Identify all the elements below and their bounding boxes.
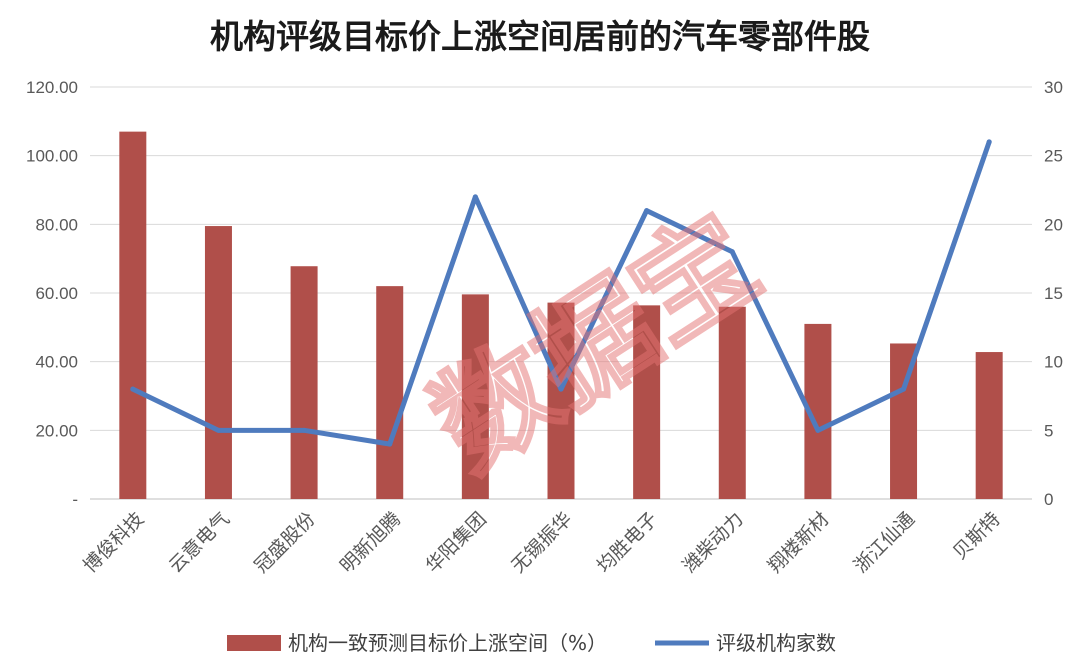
line-point	[901, 386, 907, 392]
line-point	[729, 249, 735, 255]
bar	[633, 305, 661, 499]
right-tick-label: 0	[1044, 490, 1053, 509]
bar	[718, 306, 746, 499]
legend: 机构一致预测目标价上涨空间（%） 评级机构家数	[227, 631, 836, 655]
category-label: 冠盛股份	[250, 508, 319, 577]
bar	[376, 286, 404, 499]
bar	[975, 352, 1003, 499]
right-tick-label: 5	[1044, 421, 1053, 440]
left-tick-label: 120.00	[26, 78, 78, 97]
chart-title: 机构评级目标价上涨空间居前的汽车零部件股	[210, 17, 870, 56]
right-tick-label: 20	[1044, 215, 1063, 234]
category-label: 博俊科技	[79, 508, 148, 577]
category-label: 无锡振华	[507, 508, 576, 577]
left-tick-label: 40.00	[35, 353, 78, 372]
bar	[204, 226, 232, 500]
legend-bar-label: 机构一致预测目标价上涨空间（%）	[288, 631, 607, 655]
line-point	[472, 194, 478, 200]
bar	[119, 131, 147, 499]
right-axis: 0 5 10 15 20 25 30	[1044, 78, 1063, 509]
category-label: 浙江仙通	[850, 508, 919, 577]
category-axis: 博俊科技 云意电气 冠盛股份 明新旭腾 华阳集团 无锡振华 均胜电子 潍柴动力 翔楼新材 浙江仙通…	[79, 508, 1005, 577]
category-label: 贝斯特	[949, 508, 1005, 564]
category-label: 明新旭腾	[336, 508, 405, 577]
right-tick-label: 15	[1044, 284, 1063, 303]
left-tick-label: 100.00	[26, 147, 78, 166]
right-tick-label: 25	[1044, 147, 1063, 166]
line-point	[130, 386, 136, 392]
left-tick-label: 80.00	[35, 215, 78, 234]
line-series	[130, 139, 992, 447]
line-point	[301, 427, 307, 433]
bar	[547, 302, 575, 499]
line-point	[387, 441, 393, 447]
line-point	[558, 386, 564, 392]
bar	[290, 266, 318, 499]
category-label: 云意电气	[165, 508, 234, 577]
category-label: 潍柴动力	[679, 508, 748, 577]
left-tick-label: 20.00	[35, 421, 78, 440]
legend-bar-swatch	[227, 635, 281, 651]
right-tick-label: 10	[1044, 353, 1063, 372]
bar-series	[119, 131, 1003, 500]
category-label: 均胜电子	[593, 508, 662, 577]
line-point	[986, 139, 992, 145]
line-point	[215, 427, 221, 433]
category-label: 翔楼新材	[764, 508, 833, 577]
left-axis: - 20.00 40.00 60.00 80.00 100.00 120.00	[26, 78, 78, 509]
line-point	[815, 427, 821, 433]
line-point	[644, 208, 650, 214]
category-label: 华阳集团	[422, 508, 491, 577]
left-tick-label: -	[72, 490, 78, 509]
legend-line-label: 评级机构家数	[716, 631, 836, 655]
left-tick-label: 60.00	[35, 284, 78, 303]
bar	[461, 294, 489, 499]
right-tick-label: 30	[1044, 78, 1063, 97]
